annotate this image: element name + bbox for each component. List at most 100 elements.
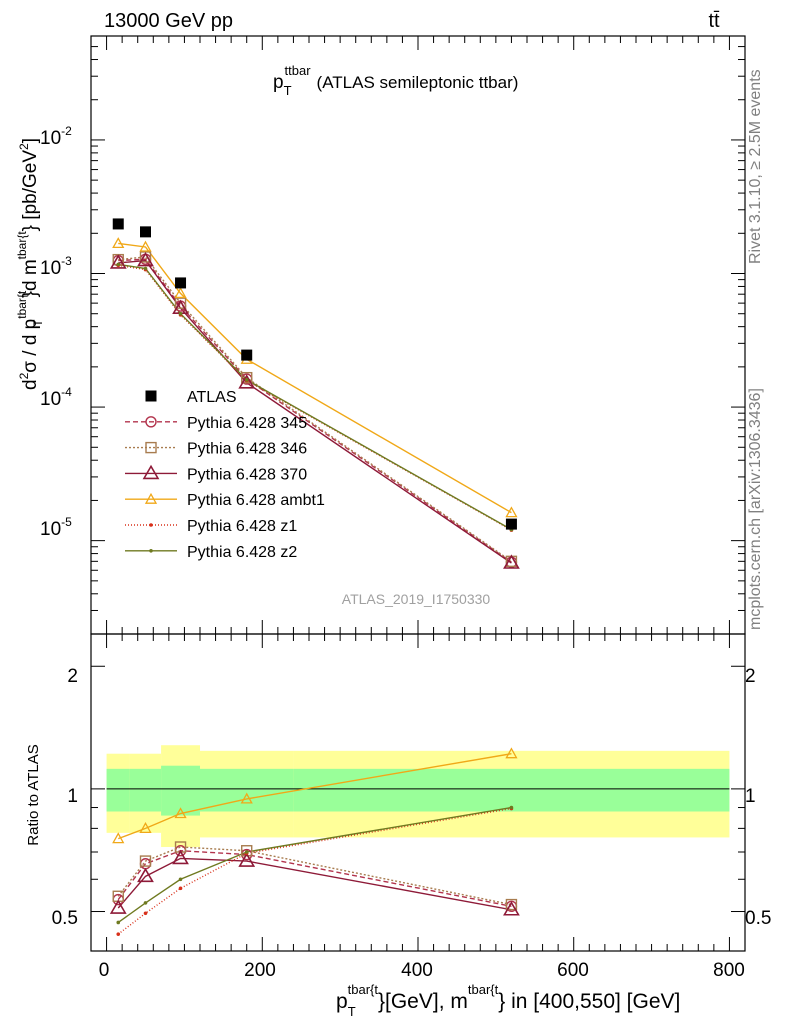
rivet-label: Rivet 3.1.10, ≥ 2.5M events	[747, 69, 764, 264]
legend-entry: Pythia 6.428 z1	[125, 518, 297, 535]
legend-label: Pythia 6.428 345	[187, 415, 307, 432]
point-ambt1	[139, 240, 152, 252]
stat-uncertainty-band	[106, 768, 130, 812]
legend-entry: Pythia 6.428 345	[125, 415, 307, 432]
atlas-data-point	[241, 349, 253, 361]
ratio-line-p346	[117, 846, 512, 906]
ratio-point-p370	[109, 899, 127, 914]
point-p370	[109, 254, 127, 269]
legend-label: Pythia 6.428 370	[187, 466, 307, 483]
point-z2	[178, 311, 183, 316]
point-z2	[143, 266, 148, 271]
legend-label: Pythia 6.428 346	[187, 441, 307, 458]
legend-entry: Pythia 6.428 346	[125, 441, 307, 458]
legend-label: Pythia 6.428 z2	[187, 544, 297, 561]
ratio-ytick-1-left: 1	[67, 786, 78, 807]
ratio-point-p346	[505, 898, 518, 911]
legend-marker-z1	[149, 523, 153, 527]
legend: ATLAS Pythia 6.428 345 Pythia 6.428 346 Pyt…	[125, 389, 325, 561]
legend-label: Pythia 6.428 z1	[187, 518, 297, 535]
xtick-200: 200	[244, 960, 276, 981]
ratio-axes	[90, 633, 746, 952]
top-ylabel: d2σ / d ptbar{tT}d mtbar{t} [pb/GeV2]	[15, 138, 45, 390]
plot-title: pTttbar(ATLAS semileptonic ttbar)	[273, 63, 518, 98]
point-z2	[116, 262, 121, 267]
ratio-point-z2	[244, 850, 249, 854]
stat-uncertainty-band	[293, 768, 730, 812]
legend-entry: ATLAS	[145, 389, 237, 406]
point-p346	[139, 251, 152, 263]
ratio-point-p346	[139, 855, 152, 867]
analysis-watermark: ATLAS_2019_I1750330	[342, 591, 491, 607]
ratio-ylabel: Ratio to ATLAS	[25, 744, 42, 845]
atlas-data-point	[175, 277, 187, 289]
ratio-line-p370	[117, 857, 512, 911]
ratio-line-p345	[117, 850, 512, 907]
legend-label: Pythia 6.428 ambt1	[187, 492, 325, 509]
ratio-point-z1	[143, 911, 148, 916]
point-ambt1	[505, 506, 518, 518]
xtick-600: 600	[557, 960, 589, 981]
legend-marker-z2	[149, 549, 153, 553]
atlas-data-point	[112, 218, 124, 230]
ratio-point-p346	[241, 845, 253, 857]
legend-marker-p346	[145, 441, 157, 454]
xtick-800: 800	[713, 960, 745, 981]
top-ytick-1e-4: 10-4	[40, 385, 72, 410]
ratio-point-p370	[238, 852, 256, 867]
point-p370	[137, 251, 154, 267]
legend-marker-p345	[145, 416, 157, 428]
series-line-p345	[118, 258, 512, 563]
mcplots-label: mcplots.cern.ch [arXiv:1306.3436]	[747, 388, 764, 630]
top-ytick-1e-5: 10-5	[40, 515, 72, 540]
series-line-p346	[118, 256, 512, 562]
top-ytick-1e-2: 10-2	[40, 124, 72, 149]
point-p370	[238, 374, 256, 389]
point-p346	[241, 371, 253, 384]
ratio-ytick-2-left: 2	[67, 666, 78, 687]
ratio-ytick-0.5-right: 0.5	[745, 908, 771, 929]
ratio-point-p370	[172, 849, 189, 865]
point-z2	[244, 378, 249, 382]
legend-entry: Pythia 6.428 ambt1	[125, 492, 325, 509]
stat-uncertainty-band	[129, 768, 162, 812]
legend-marker-atlas	[145, 390, 157, 402]
ratio-point-z1	[178, 886, 183, 891]
top-series-lines	[118, 242, 512, 564]
ratio-point-z2	[509, 805, 514, 810]
ratio-point-p370	[503, 901, 520, 916]
top-ytick-1e-3: 10-3	[40, 254, 72, 279]
ratio-point-ambt1	[240, 792, 253, 804]
ratio-point-ambt1	[505, 747, 518, 759]
process-label: 13000 GeV pp	[104, 10, 233, 32]
point-p370	[503, 554, 520, 569]
top-series-markers	[109, 218, 520, 569]
atlas-data-point	[140, 226, 151, 238]
xtick-0: 0	[99, 960, 110, 981]
ratio-ytick-1-right: 1	[745, 786, 756, 807]
ratio-ytick-2-right: 2	[745, 666, 756, 687]
xtick-400: 400	[401, 960, 433, 981]
point-ambt1	[174, 287, 187, 299]
ratio-uncertainty-bands	[106, 745, 730, 848]
ratio-point-p370	[137, 867, 154, 883]
process-tag: tt̄	[708, 10, 720, 32]
ratio-point-ambt1	[139, 822, 152, 834]
point-p346	[174, 297, 187, 309]
ratio-ytick-0.5-left: 0.5	[52, 908, 78, 929]
ratio-point-z2	[116, 920, 121, 925]
x-axis-label: pTtbar{t}[GeV], mtbar{t} in [400,550] [G…	[336, 982, 680, 1019]
legend-entry: Pythia 6.428 z2	[125, 544, 297, 561]
ratio-point-z2	[143, 901, 148, 905]
ratio-point-ambt1	[112, 832, 125, 844]
point-ambt1	[112, 237, 125, 249]
atlas-data-point	[505, 518, 517, 530]
legend-marker-ambt1	[144, 492, 158, 504]
legend-label: ATLAS	[187, 389, 237, 406]
stat-uncertainty-band	[200, 768, 294, 812]
ratio-point-z2	[178, 877, 183, 882]
series-line-ambt1	[118, 242, 512, 514]
legend-marker-p370	[142, 464, 160, 480]
ratio-line-ambt1	[118, 753, 512, 840]
